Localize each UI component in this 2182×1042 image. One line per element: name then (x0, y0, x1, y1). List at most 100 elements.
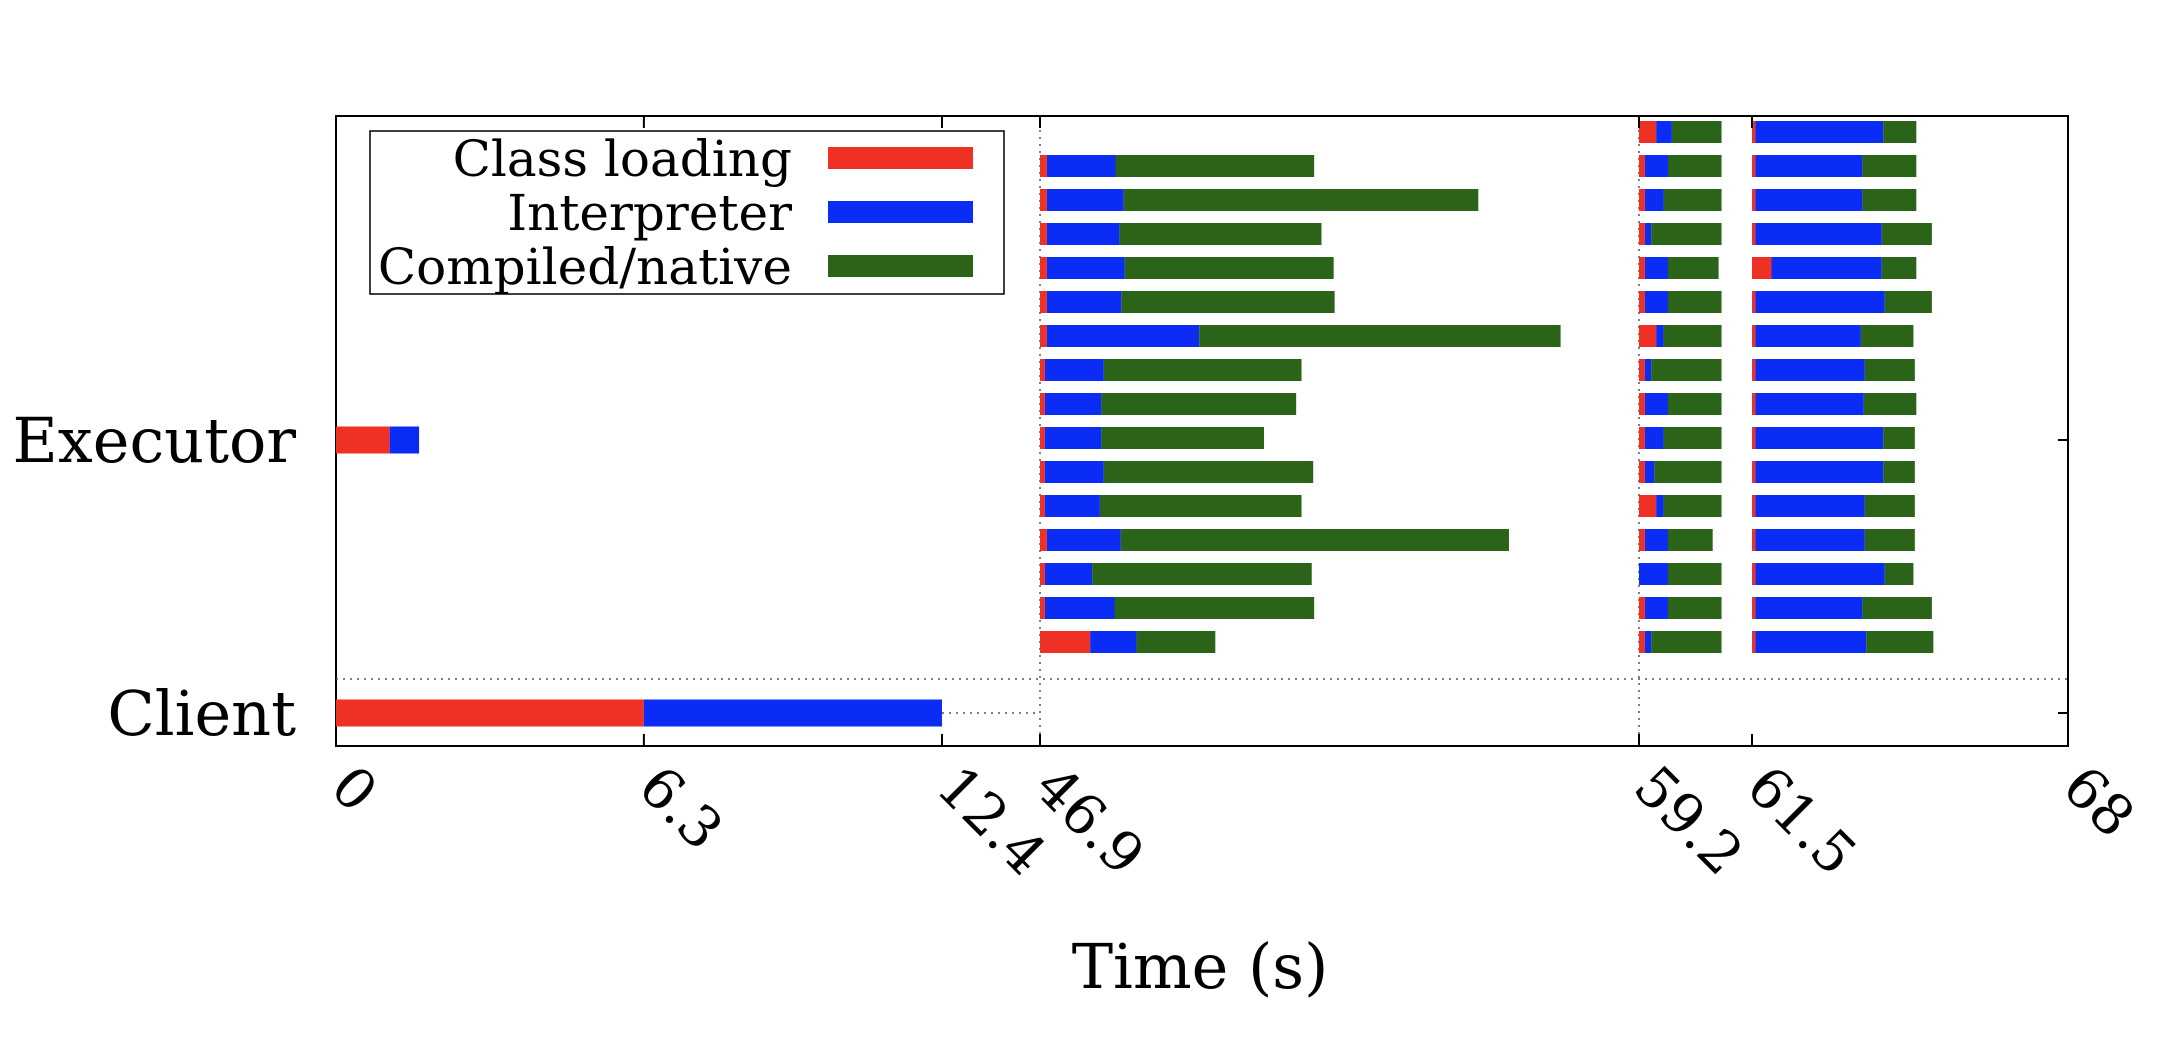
task-bar-interpreter (1046, 223, 1120, 245)
task-bar-interpreter (1046, 155, 1116, 177)
task-bar-interpreter (1044, 461, 1104, 483)
task-bar-class-loading (1752, 529, 1756, 551)
legend-label-interpreter: Interpreter (507, 184, 792, 242)
task-bar-compiled (1883, 121, 1917, 143)
legend-swatch-class-loading (828, 147, 973, 169)
legend-swatch-compiled (828, 255, 973, 277)
task-bar-class-loading (1639, 291, 1645, 313)
x-tick-label: 46.9 (1022, 754, 1156, 888)
task-bar-class-loading (1639, 597, 1645, 619)
task-bar-interpreter (1755, 189, 1863, 211)
task-bar-compiled (1881, 223, 1932, 245)
task-bar-class-loading (1752, 631, 1756, 653)
task-bar-compiled (1884, 563, 1914, 585)
task-bar-compiled (1864, 529, 1915, 551)
task-bar-interpreter (1755, 597, 1863, 619)
task-bar-class-loading (1639, 325, 1657, 347)
task-bar-compiled (1883, 461, 1915, 483)
task-bar-compiled (1671, 121, 1722, 143)
task-bar-interpreter (1639, 563, 1668, 585)
task-bar-interpreter (1644, 427, 1664, 449)
task-bar-compiled (1651, 631, 1722, 653)
task-bar-compiled (1862, 597, 1932, 619)
task-bar-compiled (1121, 291, 1335, 313)
task-bar-compiled (1881, 257, 1917, 279)
task-bar-class-loading (1040, 257, 1047, 279)
task-bar-compiled (1199, 325, 1561, 347)
task-bar-class-loading (1639, 223, 1645, 245)
task-bar-class-loading (1040, 597, 1045, 619)
task-bar-class-loading (1752, 495, 1756, 517)
task-bar-compiled (1864, 495, 1915, 517)
task-bar-compiled (1099, 495, 1302, 517)
task-bar-compiled (1667, 393, 1722, 415)
task-bar-compiled (1651, 223, 1722, 245)
task-bar-class-loading (1752, 461, 1756, 483)
x-tick-label: 59.2 (1621, 754, 1755, 888)
task-bar-interpreter (1046, 325, 1200, 347)
task-bar-class-loading (1040, 495, 1045, 517)
task-bar-compiled (1136, 631, 1216, 653)
task-bar-class-loading (1040, 427, 1045, 449)
task-bar-class-loading (1040, 461, 1045, 483)
task-bar-interpreter (1044, 495, 1100, 517)
task-bar-interpreter (1644, 529, 1668, 551)
task-bar-class-loading (1040, 563, 1045, 585)
task-bar-interpreter (1046, 257, 1125, 279)
task-bar-compiled (1667, 563, 1722, 585)
task-bar-compiled (1654, 461, 1722, 483)
task-bar-class-loading (1040, 631, 1091, 653)
task-bar-compiled (1101, 393, 1297, 415)
task-bar-compiled (1663, 325, 1722, 347)
task-bar-compiled (1092, 563, 1312, 585)
task-bar-compiled (1114, 597, 1315, 619)
legend-label-compiled: Compiled/native (378, 238, 792, 296)
task-bar-class-loading (1752, 359, 1756, 381)
task-bar-compiled (1667, 291, 1722, 313)
task-bar-interpreter (1656, 495, 1664, 517)
task-bar-compiled (1123, 189, 1479, 211)
task-bar-class-loading (1639, 393, 1645, 415)
x-tick-label: 68 (2050, 754, 2146, 850)
task-bar-compiled (1115, 155, 1315, 177)
task-bar-compiled (1667, 529, 1713, 551)
task-bar-class-loading (1752, 121, 1756, 143)
task-bar-interpreter (1090, 631, 1137, 653)
task-bar-compiled (1103, 461, 1314, 483)
task-bar-compiled (1667, 597, 1722, 619)
task-bar-class-loading (1040, 223, 1047, 245)
task-bar-interpreter (1656, 121, 1672, 143)
x-tick-label: 61.5 (1734, 754, 1868, 888)
task-bar-compiled (1863, 393, 1917, 415)
task-bar-compiled (1663, 427, 1722, 449)
task-bar-interpreter (1755, 223, 1882, 245)
executor-startup-class-loading (336, 426, 390, 454)
y-label-executor: Executor (13, 404, 297, 477)
task-bar-interpreter (1046, 189, 1124, 211)
task-bar-class-loading (1639, 461, 1645, 483)
task-bar-interpreter (1755, 121, 1884, 143)
task-bar-interpreter (1755, 529, 1865, 551)
task-bar-class-loading (1040, 155, 1047, 177)
task-bar-class-loading (1040, 359, 1045, 381)
task-bar-interpreter (1046, 291, 1122, 313)
task-bar-interpreter (1755, 631, 1867, 653)
task-bar-compiled (1862, 189, 1917, 211)
task-bar-interpreter (1044, 597, 1115, 619)
executor-startup-interpreter (389, 426, 420, 454)
task-bar-class-loading (1639, 427, 1645, 449)
task-bar-interpreter (1656, 325, 1664, 347)
task-bar-compiled (1667, 155, 1722, 177)
task-bar-class-loading (1752, 427, 1756, 449)
task-bar-interpreter (1755, 427, 1884, 449)
task-bar-interpreter (1046, 529, 1121, 551)
task-bar-interpreter (1755, 155, 1863, 177)
client-bar-class-loading (336, 699, 644, 727)
task-bar-interpreter (1755, 495, 1865, 517)
x-tick-label: 6.3 (626, 754, 735, 863)
task-bar-compiled (1651, 359, 1722, 381)
task-bar-compiled (1663, 495, 1722, 517)
task-bar-class-loading (1752, 597, 1756, 619)
task-bar-class-loading (1040, 189, 1047, 211)
